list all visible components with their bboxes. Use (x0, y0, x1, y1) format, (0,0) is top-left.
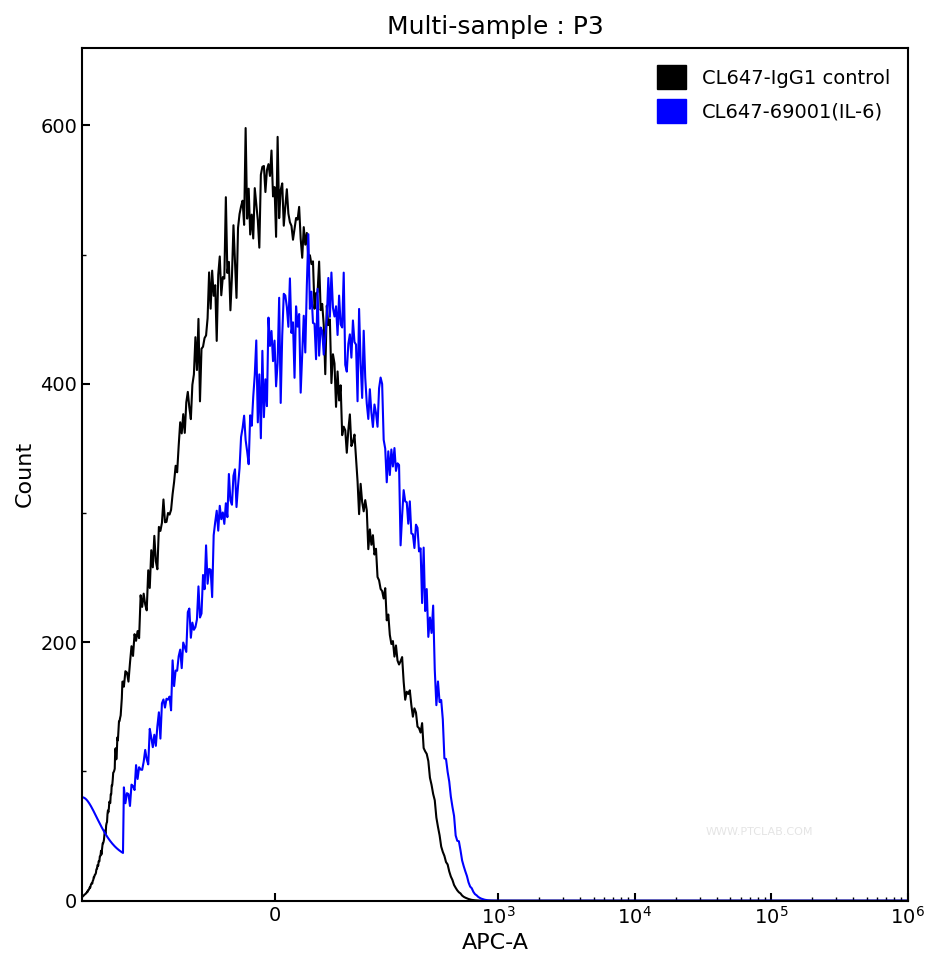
Y-axis label: Count: Count (15, 441, 35, 507)
Legend: CL647-IgG1 control, CL647-69001(IL-6): CL647-IgG1 control, CL647-69001(IL-6) (650, 58, 898, 131)
X-axis label: APC-A: APC-A (462, 933, 528, 953)
Text: WWW.PTCLAB.COM: WWW.PTCLAB.COM (705, 828, 813, 837)
Title: Multi-sample : P3: Multi-sample : P3 (386, 15, 603, 39)
